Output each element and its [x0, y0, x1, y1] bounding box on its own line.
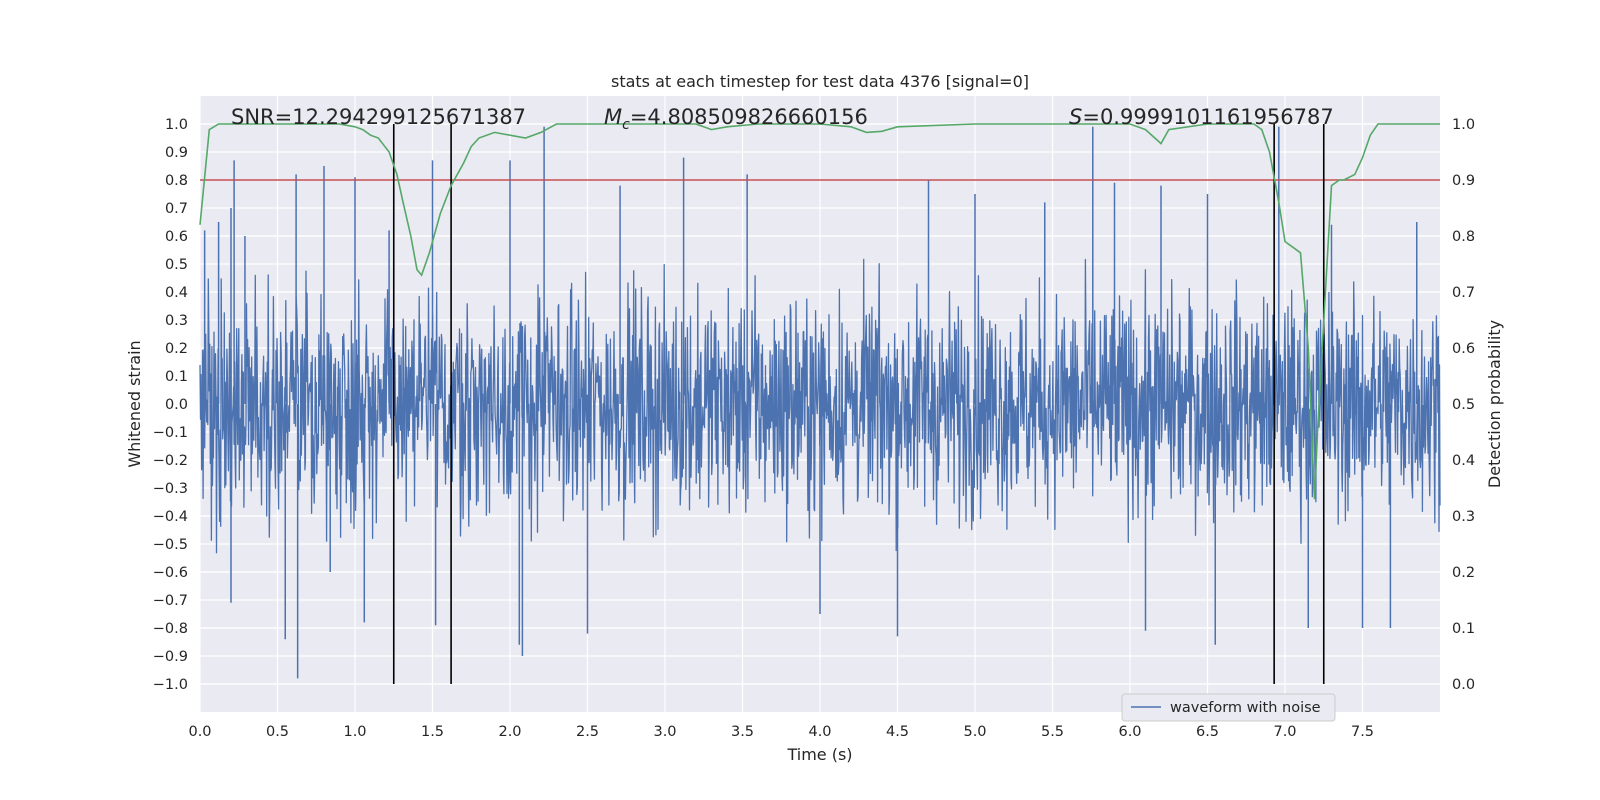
y2-tick-label: 1.0	[1452, 117, 1475, 133]
y2-axis-label: Detection probability	[1485, 320, 1504, 488]
x-tick-label: 5.0	[963, 724, 986, 740]
x-tick-label: 2.5	[576, 724, 599, 740]
y-tick-label: 1.0	[165, 117, 188, 133]
y-tick-label: 0.5	[165, 257, 188, 273]
x-tick-label: 6.5	[1196, 724, 1219, 740]
y-tick-label: −0.9	[153, 649, 188, 665]
x-tick-label: 2.0	[498, 724, 521, 740]
y-tick-label: −0.7	[153, 593, 188, 609]
y-tick-labels: −1.0 −0.9 −0.8 −0.7 −0.6 −0.5 −0.4 −0.3 −0.2 −0.1…	[153, 117, 188, 693]
x-tick-label: 5.5	[1041, 724, 1064, 740]
legend-box	[1121, 693, 1336, 722]
y2-tick-label: 0.4	[1452, 453, 1475, 469]
x-tick-label: 4.0	[808, 724, 831, 740]
y2-tick-label: 0.7	[1452, 285, 1475, 301]
y2-tick-label: 0.1	[1452, 621, 1475, 637]
window-markers	[392, 124, 1325, 684]
y-tick-label: −0.3	[153, 481, 188, 497]
x-tick-label: 7.5	[1351, 724, 1374, 740]
x-tick-label: 0.5	[266, 724, 289, 740]
annotation-s: S=0.9999101161956787	[1069, 105, 1334, 129]
y2-tick-label: 0.8	[1452, 229, 1475, 245]
mc-value: =4.808509826660156	[630, 105, 868, 129]
y-tick-label: 0.3	[165, 313, 188, 329]
x-tick-labels: 0.0 0.5 1.0 1.5 2.0 2.5 3.0 3.5 4.0 4.5 5.0 5.5 6.0 6…	[188, 724, 1374, 740]
x-tick-label: 0.0	[188, 724, 211, 740]
y2-tick-label: 0.0	[1452, 677, 1475, 693]
y-tick-label: 0.1	[165, 369, 188, 385]
y-tick-label: −0.8	[153, 621, 188, 637]
mc-subscript: c	[622, 117, 630, 133]
x-tick-label: 4.5	[886, 724, 909, 740]
y-tick-label: −0.2	[153, 453, 188, 469]
annotation-snr: SNR=12.294299125671387	[231, 105, 526, 129]
y-tick-label: 0.7	[165, 201, 188, 217]
annotation-mc: Mc=4.808509826660156	[604, 105, 868, 133]
y2-tick-label: 0.3	[1452, 509, 1475, 525]
x-axis-label: Time (s)	[786, 745, 852, 764]
waveform-series	[199, 126, 1441, 679]
chart-title: stats at each timestep for test data 437…	[611, 72, 1029, 91]
mc-symbol: M	[604, 105, 622, 129]
s-symbol: S	[1069, 105, 1082, 129]
y-tick-label: −0.4	[153, 509, 188, 525]
y-tick-label: 0.6	[165, 229, 188, 245]
y-tick-label: 0.4	[165, 285, 188, 301]
y-tick-label: −0.5	[153, 537, 188, 553]
x-tick-label: 7.0	[1273, 724, 1296, 740]
x-tick-label: 3.0	[653, 724, 676, 740]
y-tick-label: 0.2	[165, 341, 188, 357]
y-tick-label: 0.8	[165, 173, 188, 189]
y2-tick-label: 0.9	[1452, 173, 1475, 189]
legend-label: waveform with noise	[1170, 700, 1321, 716]
y-axis-label: Whitened strain	[125, 340, 144, 467]
probability-line	[199, 123, 1440, 500]
y-tick-label: −0.1	[153, 425, 188, 441]
x-tick-label: 1.5	[421, 724, 444, 740]
x-tick-label: 3.5	[731, 724, 754, 740]
s-value: =0.9999101161956787	[1082, 105, 1333, 129]
x-tick-label: 6.0	[1118, 724, 1141, 740]
y-tick-label: 0.0	[165, 397, 188, 413]
y2-tick-label: 0.5	[1452, 397, 1475, 413]
y2-tick-label: 0.2	[1452, 565, 1475, 581]
x-tick-label: 1.0	[343, 724, 366, 740]
y2-tick-labels: 0.0 0.1 0.2 0.3 0.4 0.5 0.6 0.7 0.8 0.9 1.0	[1452, 117, 1475, 693]
legend: waveform with noise	[1121, 693, 1336, 722]
y-tick-label: −0.6	[153, 565, 188, 581]
y-tick-label: −1.0	[153, 677, 188, 693]
y-tick-label: 0.9	[165, 145, 188, 161]
y2-tick-label: 0.6	[1452, 341, 1475, 357]
